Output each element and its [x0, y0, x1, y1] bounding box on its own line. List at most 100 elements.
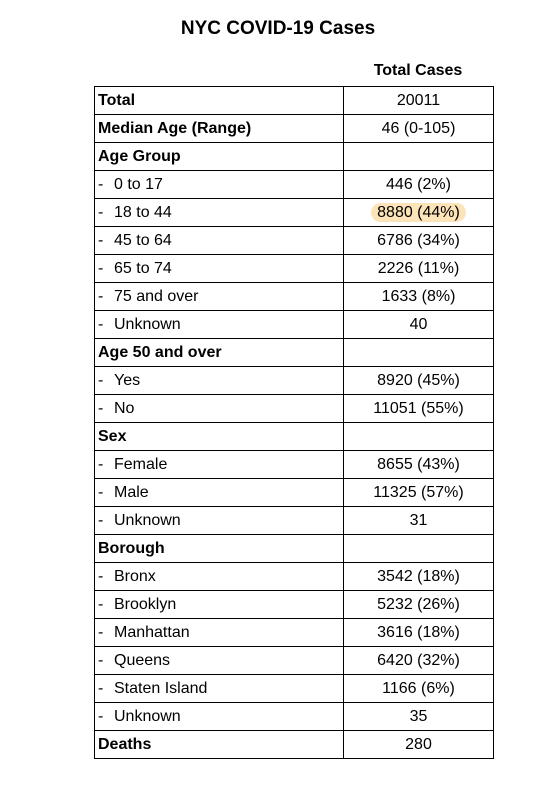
- table-row: - No 11051 (55%): [94, 394, 494, 423]
- row-label-cell: - Queens: [94, 646, 344, 675]
- column-header-total-cases: Total Cases: [373, 62, 463, 79]
- row-label: Borough: [98, 540, 165, 557]
- table-row: - Unknown 40: [94, 310, 494, 339]
- row-value-cell: 8920 (45%): [343, 366, 494, 395]
- row-value-cell: 11051 (55%): [343, 394, 494, 423]
- row-label-cell: - Unknown: [94, 506, 344, 535]
- row-label-cell: - Female: [94, 450, 344, 479]
- row-indent-dash: -: [98, 204, 104, 221]
- table-row: -65 to 74 2226 (11%): [94, 254, 494, 283]
- row-value: 6420 (32%): [377, 652, 460, 669]
- row-label-cell: Total: [94, 86, 344, 115]
- row-label: Brooklyn: [114, 596, 177, 613]
- table-row: - Manhattan 3616 (18%): [94, 618, 494, 647]
- row-indent-dash: -: [98, 456, 104, 473]
- row-label-cell: Median Age (Range): [94, 114, 344, 143]
- row-value: 2226 (11%): [377, 260, 460, 277]
- row-label-cell: - Manhattan: [94, 618, 344, 647]
- row-label: Deaths: [98, 736, 152, 753]
- row-value-cell: 8880 (44%): [343, 198, 494, 227]
- table-row: -18 to 44 8880 (44%): [94, 198, 494, 227]
- row-value: 46 (0-105): [381, 120, 456, 137]
- row-value-cell: 280: [343, 730, 494, 759]
- table-row: - Unknown 31: [94, 506, 494, 535]
- table-row: - Male 11325 (57%): [94, 478, 494, 507]
- row-label: No: [114, 400, 135, 417]
- row-value: 8655 (43%): [377, 456, 460, 473]
- row-indent-dash: -: [98, 176, 104, 193]
- row-label: Female: [114, 456, 168, 473]
- table-section-row: Age 50 and over: [94, 338, 494, 367]
- row-indent-dash: -: [98, 512, 104, 529]
- row-label: Total: [98, 92, 136, 109]
- row-value-cell: 31: [343, 506, 494, 535]
- row-value: 8920 (45%): [377, 372, 460, 389]
- row-value-cell: 6420 (32%): [343, 646, 494, 675]
- row-label: Age Group: [98, 148, 181, 165]
- row-value-cell: 2226 (11%): [343, 254, 494, 283]
- row-value-cell: 3616 (18%): [343, 618, 494, 647]
- row-label-cell: -18 to 44: [94, 198, 344, 227]
- row-indent-dash: -: [98, 484, 104, 501]
- row-label: 75 and over: [114, 288, 199, 305]
- table-row: - Queens 6420 (32%): [94, 646, 494, 675]
- row-label: Manhattan: [114, 624, 190, 641]
- row-indent-dash: -: [98, 232, 104, 249]
- row-value-cell: 5232 (26%): [343, 590, 494, 619]
- row-value-cell: 446 (2%): [343, 170, 494, 199]
- row-indent-dash: -: [98, 288, 104, 305]
- row-label: Yes: [114, 372, 141, 389]
- row-label: Unknown: [114, 708, 181, 725]
- row-label-cell: - Brooklyn: [94, 590, 344, 619]
- row-label-cell: - Male: [94, 478, 344, 507]
- row-label: Staten Island: [114, 680, 208, 697]
- cases-table: Total 20011 Median Age (Range) 46 (0-105) Ag…: [94, 86, 494, 759]
- row-label: Bronx: [114, 568, 156, 585]
- row-value-cell: [343, 422, 494, 451]
- row-indent-dash: -: [98, 260, 104, 277]
- row-label-cell: - Staten Island: [94, 674, 344, 703]
- table-row: - Unknown 35: [94, 702, 494, 731]
- row-value-cell: 1633 (8%): [343, 282, 494, 311]
- row-value-cell: 46 (0-105): [343, 114, 494, 143]
- table-row: - Brooklyn 5232 (26%): [94, 590, 494, 619]
- table-section-row: Sex: [94, 422, 494, 451]
- row-label: 65 to 74: [114, 260, 172, 277]
- table-row: - Yes 8920 (45%): [94, 366, 494, 395]
- table-section-row: Age Group: [94, 142, 494, 171]
- row-value: 31: [409, 512, 428, 529]
- row-indent-dash: -: [98, 316, 104, 333]
- row-label-cell: -0 to 17: [94, 170, 344, 199]
- row-value: 3616 (18%): [377, 624, 460, 641]
- row-label: 45 to 64: [114, 232, 172, 249]
- row-value-cell: 20011: [343, 86, 494, 115]
- row-label-cell: Sex: [94, 422, 344, 451]
- row-label: 18 to 44: [114, 204, 172, 221]
- row-label-cell: -75 and over: [94, 282, 344, 311]
- row-label-cell: -65 to 74: [94, 254, 344, 283]
- row-indent-dash: -: [98, 708, 104, 725]
- row-value: 446 (2%): [386, 176, 451, 193]
- highlighted-value: 8880 (44%): [371, 203, 466, 222]
- table-section-row: Deaths 280: [94, 730, 494, 759]
- row-value-cell: [343, 338, 494, 367]
- row-value-cell: 1166 (6%): [343, 674, 494, 703]
- row-label-cell: Borough: [94, 534, 344, 563]
- row-value: 11325 (57%): [373, 484, 464, 501]
- row-label: Male: [114, 484, 149, 501]
- row-label: Unknown: [114, 512, 181, 529]
- row-value: 280: [405, 736, 432, 753]
- row-label-cell: - Unknown: [94, 702, 344, 731]
- row-value-cell: 3542 (18%): [343, 562, 494, 591]
- table-row: -75 and over 1633 (8%): [94, 282, 494, 311]
- table-row: - Bronx 3542 (18%): [94, 562, 494, 591]
- row-indent-dash: -: [98, 652, 104, 669]
- row-value-cell: 11325 (57%): [343, 478, 494, 507]
- row-label: Sex: [98, 428, 127, 445]
- row-value-cell: 35: [343, 702, 494, 731]
- row-value: 6786 (34%): [377, 232, 460, 249]
- row-indent-dash: -: [98, 596, 104, 613]
- table-row: -45 to 64 6786 (34%): [94, 226, 494, 255]
- row-label-cell: Age Group: [94, 142, 344, 171]
- row-value-cell: 6786 (34%): [343, 226, 494, 255]
